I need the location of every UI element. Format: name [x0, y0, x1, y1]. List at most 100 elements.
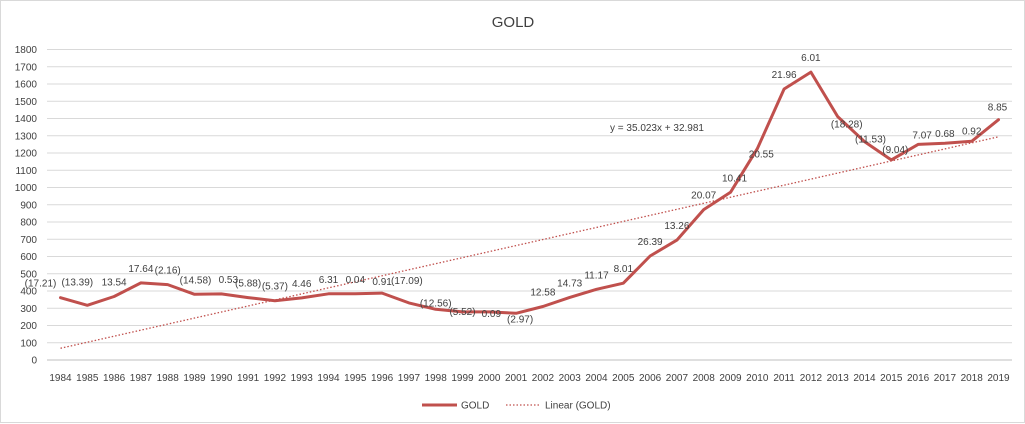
y-tick-label-100: 100 [20, 338, 37, 349]
y-tick-label-1300: 1300 [15, 131, 38, 142]
x-tick-label-2000: 2000 [478, 373, 501, 384]
data-label-2014: (11.53) [855, 135, 886, 146]
x-tick-label-2019: 2019 [987, 373, 1010, 384]
x-tick-label-1995: 1995 [344, 373, 367, 384]
data-point-2017 [943, 142, 946, 145]
y-tick-label-1000: 1000 [15, 183, 38, 194]
data-label-2001: (2.97) [507, 314, 533, 325]
data-point-1988 [166, 283, 169, 286]
data-point-2008 [702, 208, 705, 211]
x-tick-label-1996: 1996 [371, 373, 394, 384]
data-point-2015 [890, 158, 893, 161]
y-tick-label-1200: 1200 [15, 149, 38, 160]
y-tick-label-500: 500 [20, 269, 37, 280]
data-label-1997: (17.09) [391, 276, 423, 287]
x-tick-label-2014: 2014 [853, 373, 876, 384]
data-point-2009 [729, 191, 732, 194]
data-point-2018 [970, 140, 973, 143]
legend: GOLD Linear (GOLD) [422, 401, 611, 412]
y-axis-ticks: 0 100 200 300 400 500 600 700 800 900 1000 1100 1200… [15, 45, 38, 367]
data-label-1995: 0.04 [346, 275, 366, 286]
data-label-2002: 12.58 [530, 288, 555, 299]
data-label-1989: (14.58) [180, 275, 212, 286]
y-tick-label-1800: 1800 [15, 45, 38, 56]
x-tick-label-1994: 1994 [317, 373, 340, 384]
data-point-2007 [675, 239, 678, 242]
data-point-1990 [220, 292, 223, 295]
x-tick-label-2001: 2001 [505, 373, 528, 384]
data-point-2003 [568, 296, 571, 299]
chart-title: GOLD [492, 14, 535, 31]
data-label-2006: 26.39 [638, 237, 663, 248]
x-tick-label-2006: 2006 [639, 373, 662, 384]
data-point-2013 [836, 115, 839, 118]
legend-label-linear: Linear (GOLD) [545, 401, 611, 412]
data-label-2015: (9.04) [882, 145, 908, 156]
data-label-2018: 0.92 [962, 126, 982, 137]
x-tick-label-2010: 2010 [746, 373, 769, 384]
data-label-2005: 8.01 [614, 264, 634, 275]
x-tick-label-1984: 1984 [49, 373, 72, 384]
data-label-1990: 0.53 [219, 275, 239, 286]
x-tick-label-2003: 2003 [559, 373, 582, 384]
data-point-1986 [113, 295, 116, 298]
data-label-1996: 0.91 [372, 277, 392, 288]
data-point-1994 [327, 292, 330, 295]
x-tick-label-1992: 1992 [264, 373, 287, 384]
y-tick-label-1100: 1100 [15, 166, 37, 177]
data-label-2003: 14.73 [557, 278, 582, 289]
y-tick-label-1500: 1500 [15, 97, 38, 108]
data-point-2005 [622, 282, 625, 285]
x-tick-label-1988: 1988 [157, 373, 180, 384]
data-point-2002 [541, 305, 544, 308]
data-point-1996 [381, 292, 384, 295]
x-tick-label-2002: 2002 [532, 373, 555, 384]
y-tick-label-700: 700 [20, 235, 37, 246]
x-tick-label-1987: 1987 [130, 373, 153, 384]
data-label-2008: 20.07 [691, 191, 716, 202]
x-tick-label-1989: 1989 [183, 373, 206, 384]
data-point-2004 [595, 288, 598, 291]
data-label-1986: 13.54 [102, 278, 127, 289]
data-point-1997 [407, 301, 410, 304]
x-tick-label-2009: 2009 [719, 373, 742, 384]
data-label-2010: 20.55 [749, 150, 774, 161]
x-tick-label-2017: 2017 [934, 373, 957, 384]
y-tick-label-0: 0 [31, 356, 37, 367]
data-label-1993: 4.46 [292, 279, 312, 290]
x-tick-label-2007: 2007 [666, 373, 689, 384]
x-tick-label-1998: 1998 [425, 373, 448, 384]
y-tick-label-1700: 1700 [15, 62, 38, 73]
x-tick-label-1990: 1990 [210, 373, 233, 384]
data-label-1988: (2.16) [155, 266, 181, 277]
data-label-2017: 0.68 [935, 129, 955, 140]
x-tick-label-2012: 2012 [800, 373, 823, 384]
x-tick-label-2018: 2018 [961, 373, 984, 384]
data-label-2019: 8.85 [988, 103, 1008, 114]
y-tick-label-600: 600 [20, 252, 37, 263]
y-tick-label-400: 400 [20, 287, 37, 298]
y-tick-label-200: 200 [20, 321, 37, 332]
data-label-1985: (13.39) [61, 277, 93, 288]
data-label-2013: (18.28) [831, 120, 863, 131]
x-tick-label-1991: 1991 [237, 373, 260, 384]
x-tick-label-2008: 2008 [693, 373, 716, 384]
data-point-1987 [139, 281, 142, 284]
x-tick-label-2004: 2004 [585, 373, 608, 384]
x-tick-label-2013: 2013 [827, 373, 850, 384]
data-point-2006 [649, 254, 652, 257]
data-label-2011: 21.96 [772, 70, 797, 81]
data-label-2012: 6.01 [801, 53, 821, 64]
y-tick-label-300: 300 [20, 304, 37, 315]
x-tick-label-1993: 1993 [291, 373, 314, 384]
data-label-2007: 13.26 [664, 221, 689, 232]
x-tick-label-2015: 2015 [880, 373, 903, 384]
x-tick-label-1986: 1986 [103, 373, 126, 384]
x-axis-ticks: 1984 1985 1986 1987 1988 1989 1990 1991 1992 1993… [49, 373, 1010, 384]
data-point-2019 [997, 118, 1000, 121]
data-label-2009: 10.41 [722, 173, 747, 184]
x-tick-label-1999: 1999 [451, 373, 474, 384]
